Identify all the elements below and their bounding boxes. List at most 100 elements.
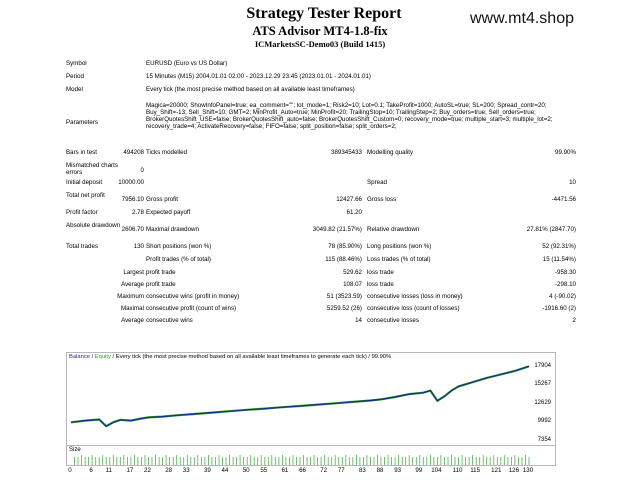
balance-plot (70, 365, 530, 428)
legend-description: / Every tick (the most precise method ba… (110, 354, 392, 360)
maximal-loss-value: -1916.60 (2) (542, 305, 576, 312)
pf-value: 2.78 (131, 209, 144, 216)
row-trades: Total trades 130 Short positions (won %)… (62, 243, 582, 256)
deposit-value: 10000.00 (118, 179, 144, 186)
largest-loss-label: loss trade (367, 269, 394, 276)
spread-value: 10 (569, 179, 576, 186)
x-tick-label: 6 (89, 467, 93, 474)
long-value: 52 (92.31%) (542, 243, 576, 250)
average2-label: Average (121, 317, 144, 324)
x-tick-label: 22 (144, 467, 151, 474)
x-tick-label: 66 (299, 467, 306, 474)
x-tick-label: 93 (394, 467, 402, 474)
maxdd-label: Maximal drawdown (146, 226, 199, 233)
y-tick-label: 15267 (534, 381, 551, 388)
reldd-label: Relative drawdown (367, 226, 420, 233)
row-drawdown: Absolute drawdown 2606.70 Maximal drawdo… (62, 222, 582, 243)
x-tick-label: 104 (431, 467, 442, 474)
short-value: 78 (85.90%) (328, 243, 362, 250)
server-name: ICMarketsSC-Demo03 (Build 1415) (254, 39, 386, 49)
parameters-label: Parameters (66, 119, 98, 126)
bars-label: Bars in test (66, 149, 97, 156)
netprofit-label: Total net profit (66, 192, 105, 199)
x-tick-label: 126 (508, 467, 520, 474)
largest-loss-value: -958.30 (555, 269, 576, 276)
balance-line (70, 365, 530, 427)
max-cons-wins-label: consecutive wins (profit in money) (146, 293, 240, 300)
maximal-label: Maximal (120, 305, 144, 312)
x-tick-label: 33 (182, 467, 190, 474)
average-profit-label: profit trade (146, 281, 176, 288)
netprofit-value: 7956.10 (121, 196, 144, 203)
size-plot (74, 455, 530, 465)
advisor-name: ATS Advisor MT4-1.8-fix (252, 24, 388, 38)
profit-trades-value: 115 (88.46%) (325, 256, 362, 263)
x-tick-label: 17 (126, 467, 134, 474)
grossprofit-value: 12427.66 (336, 196, 362, 203)
y-tick-label: 17904 (534, 362, 551, 369)
legend-balance: Balance (69, 354, 90, 360)
largest-profit-value: 529.62 (343, 269, 362, 276)
max-cons-wins-value: 51 (3523.59) (326, 293, 362, 300)
avg-cons-wins-label: consecutive wins (146, 317, 193, 324)
x-tick-label: 121 (491, 467, 502, 474)
max-cons-losses-label: consecutive losses (loss in money) (367, 293, 463, 300)
x-tick-label: 61 (281, 467, 289, 474)
deposit-label: Initial deposit (66, 179, 103, 186)
model-label: Model (66, 86, 83, 93)
balance-chart: Balance / Equity / Every tick (the most … (66, 352, 556, 446)
x-tick-label: 115 (470, 467, 481, 474)
long-label: Long positions (won %) (367, 243, 432, 250)
row-profitfactor: Profit factor 2.78 Expected payoff 61.20 (62, 209, 582, 222)
x-tick-label: 11 (105, 467, 112, 474)
row-largest: Largest profit trade 529.62 loss trade -… (62, 269, 582, 281)
avg-cons-wins-value: 14 (355, 317, 362, 324)
size-label: Size (69, 447, 81, 453)
pf-label: Profit factor (66, 209, 98, 216)
x-tick-label: 28 (165, 467, 173, 474)
row-deposit: Initial deposit 10000.00 Spread 10 (62, 179, 582, 192)
equity-line (70, 365, 530, 428)
absdd-value: 2606.70 (121, 226, 144, 233)
row-maximal: Maximal consecutive profit (count of win… (62, 305, 582, 317)
row-average-consecutive: Average consecutive wins 14 consecutive … (62, 317, 582, 329)
maximum-label: Maximum (117, 293, 144, 300)
parameters-value: Magica=20000; ShowInfoPanel=true; ea_com… (146, 102, 553, 131)
loss-trades-value: 15 (11.54%) (542, 256, 576, 263)
row-period: Period 15 Minutes (M15) 2004.01.01 02:00… (62, 73, 582, 86)
grossloss-label: Gross loss (367, 196, 397, 203)
x-tick-label: 55 (260, 467, 268, 474)
row-symbol: Symbol EURUSD (Euro vs US Dollar) (62, 60, 582, 73)
grossprofit-label: Gross profit (146, 196, 178, 203)
x-tick-label: 72 (320, 467, 328, 474)
row-maximum: Maximum consecutive wins (profit in mone… (62, 293, 582, 305)
x-tick-label: 83 (358, 467, 366, 474)
quality-value: 99.90% (555, 149, 576, 156)
payoff-value: 61.20 (346, 209, 362, 216)
payoff-label: Expected payoff (146, 209, 191, 216)
grossloss-value: -4471.56 (551, 196, 576, 203)
row-mismatched: Mismatched charts errors 0 (62, 162, 582, 179)
row-bars: Bars in test 494208 Ticks modelled 38934… (62, 149, 582, 162)
y-tick-label: 7354 (537, 437, 551, 443)
ticks-value: 389345433 (331, 149, 362, 156)
x-tick-label: 44 (221, 467, 229, 474)
chart-legend: Balance / Equity / Every tick (the most … (69, 354, 391, 360)
maximal-profit-label: consecutive profit (count of wins) (146, 305, 237, 312)
x-axis: 0 6 11 17 22 28 33 39 44 50 55 61 66 72 77 83 88 93 99 104 1… (66, 466, 556, 476)
period-label: Period (66, 73, 84, 80)
largest-profit-label: profit trade (146, 269, 176, 276)
y-tick-label: 12629 (534, 399, 551, 406)
largest-label: Largest (123, 269, 144, 276)
report-table: Symbol EURUSD (Euro vs US Dollar) Period… (62, 60, 582, 329)
symbol-value: EURUSD (Euro vs US Dollar) (146, 60, 228, 67)
legend-equity: Equity (94, 354, 111, 360)
row-netprofit: Total net profit 7956.10 Gross profit 12… (62, 192, 582, 209)
row-profit-trades: Profit trades (% of total) 115 (88.46%) … (62, 256, 582, 269)
y-tick-label: 9992 (537, 418, 551, 425)
x-tick-label: 50 (242, 467, 250, 474)
row-average: Average profit trade 108.07 loss trade -… (62, 281, 582, 293)
report-header: Strategy Tester Report ATS Advisor MT4-1… (0, 0, 640, 52)
reldd-value: 27.81% (2847.70) (526, 226, 576, 233)
bars-value: 494208 (123, 149, 144, 156)
